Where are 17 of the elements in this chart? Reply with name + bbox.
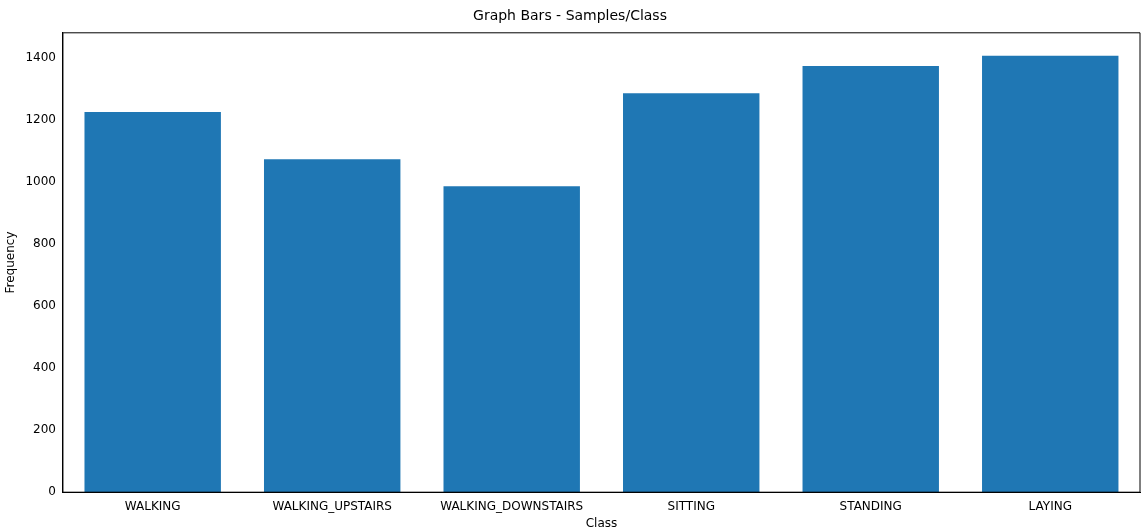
x-tick-label: WALKING_DOWNSTAIRS — [440, 498, 584, 513]
x-tick-label: STANDING — [839, 498, 902, 513]
x-axis-title: Class — [585, 515, 618, 530]
y-tick-label: 800 — [33, 236, 56, 251]
x-tick-label: WALKING — [124, 498, 181, 513]
y-axis-title: Frequency — [3, 231, 18, 294]
x-tick-label: LAYING — [1028, 498, 1072, 513]
chart-title: Graph Bars - Samples/Class — [473, 7, 667, 24]
y-tick-label: 200 — [33, 422, 56, 437]
y-tick-label: 400 — [33, 360, 56, 375]
y-tick-label: 600 — [33, 298, 56, 313]
y-tick-label: 1200 — [25, 112, 56, 127]
x-tick-label: WALKING_UPSTAIRS — [272, 498, 392, 513]
y-tick-label: 1000 — [25, 174, 56, 189]
y-tick-label: 1400 — [25, 50, 56, 65]
y-tick-label: 0 — [48, 484, 56, 499]
x-tick-label: SITTING — [667, 498, 715, 513]
